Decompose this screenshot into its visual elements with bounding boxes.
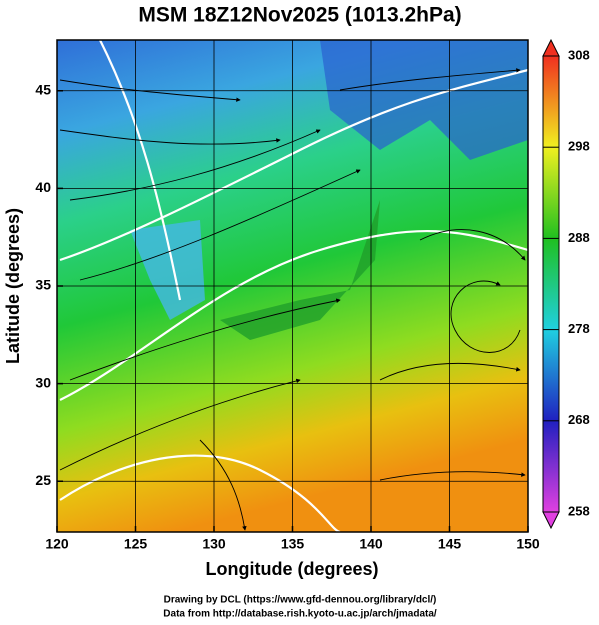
isobar	[99, 39, 182, 301]
streamline	[379, 363, 521, 381]
y-tick-label: 30	[35, 374, 51, 390]
land	[220, 200, 380, 340]
colorbar-tick-label: 258	[568, 503, 590, 518]
streamline	[59, 129, 281, 145]
footer-source: Data from http://database.rish.kyoto-u.a…	[163, 609, 437, 620]
y-tick-label: 25	[35, 472, 51, 488]
y-tick-label: 40	[35, 179, 51, 195]
title: MSM 18Z12Nov2025 (1013.2hPa)	[138, 4, 461, 27]
x-tick-label: 150	[516, 536, 540, 552]
streamline	[59, 79, 241, 102]
isobar	[59, 68, 529, 262]
streamline	[450, 280, 521, 353]
streamline	[79, 169, 361, 281]
streamline	[199, 439, 247, 531]
footer-credit: Drawing by DCL (https://www.gfd-dennou.o…	[164, 595, 437, 606]
x-tick-label: 125	[124, 536, 148, 552]
x-axis-label: Longitude (degrees)	[205, 559, 378, 579]
streamline	[339, 68, 521, 91]
x-tick-label: 140	[359, 536, 383, 552]
colorbar-tick-label: 288	[568, 230, 590, 245]
y-tick-label: 45	[35, 81, 51, 97]
y-tick-label: 35	[35, 277, 51, 293]
x-tick-label: 130	[202, 536, 226, 552]
streamline	[419, 229, 526, 261]
colorbar	[542, 55, 560, 513]
colorbar-extend-top	[542, 38, 560, 57]
colorbar-tick-label: 278	[568, 321, 590, 336]
colorbar-tick-label: 298	[568, 139, 590, 154]
streamlines	[59, 68, 526, 531]
y-axis-label: Latitude (degrees)	[3, 208, 23, 364]
streamline	[69, 129, 321, 201]
x-tick-label: 135	[281, 536, 305, 552]
streamline	[379, 471, 526, 481]
x-tick-label: 145	[438, 536, 462, 552]
streamline	[59, 378, 301, 471]
isobar	[59, 454, 341, 534]
colorbar-extend-bottom	[542, 511, 560, 530]
colorbar-tick-label: 308	[568, 47, 590, 62]
colorbar-tick-label: 268	[568, 412, 590, 427]
cold-region	[320, 40, 528, 160]
isobar	[59, 229, 529, 401]
streamline	[69, 298, 341, 381]
x-tick-label: 120	[45, 536, 69, 552]
